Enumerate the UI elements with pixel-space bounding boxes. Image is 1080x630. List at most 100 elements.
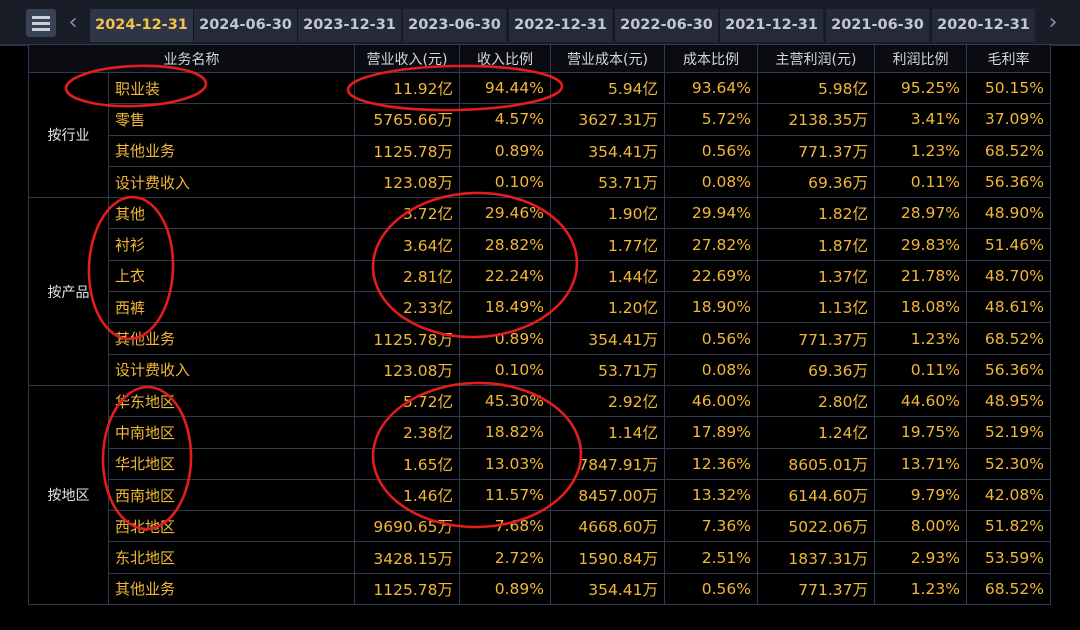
tab-period[interactable]: 2021-06-30 <box>825 9 929 42</box>
tab-period[interactable]: 2024-06-30 <box>193 9 297 42</box>
cell-cost-ratio: 18.90% <box>664 291 758 324</box>
cell-revenue-ratio: 0.89% <box>459 572 551 606</box>
table-row[interactable]: 按行业 职业装 11.92亿 94.44% 5.94亿 93.64% 5.98亿 95.25%… <box>28 71 1051 199</box>
cell-cost-ratio: 7.36% <box>664 510 758 543</box>
table-row[interactable]: 零售 5765.66万 4.57% 3627.31万 5.72% 2138.35万 3.41… <box>29 103 1051 136</box>
cell-business-name: 衬衫 <box>108 228 355 261</box>
cell-cost: 53.71万 <box>550 165 665 199</box>
cell-cost: 2.92亿 <box>550 384 665 418</box>
table-row[interactable]: 其他业务 1125.78万 0.89% 354.41万 0.56% 771.37万 1.23… <box>29 572 1051 606</box>
cell-cost-ratio: 5.72% <box>664 103 758 136</box>
cell-profit: 5.98亿 <box>757 71 875 105</box>
cell-gross-margin: 37.09% <box>966 103 1051 136</box>
cell-profit-ratio: 95.25% <box>874 71 967 105</box>
cell-profit-ratio: 44.60% <box>874 384 967 418</box>
cell-business-name: 职业装 <box>108 71 355 105</box>
cell-profit: 1.24亿 <box>757 416 875 449</box>
header-profit[interactable]: 主营利润(元) <box>757 44 875 73</box>
cell-profit: 771.37万 <box>757 572 875 606</box>
period-tab-bar: ‹ 2024-12-31 2024-06-30 2023-12-31 2023-06-… <box>0 0 1080 46</box>
cell-revenue: 2.81亿 <box>354 259 460 293</box>
cell-profit-ratio: 1.23% <box>874 322 967 355</box>
cell-gross-margin: 48.70% <box>966 259 1051 293</box>
cell-business-name: 华东地区 <box>108 384 355 418</box>
cell-business-name: 其他 <box>108 197 355 230</box>
cell-revenue: 5.72亿 <box>354 384 460 418</box>
table-row[interactable]: 东北地区 3428.15万 2.72% 1590.84万 2.51% 1837.31万 2.… <box>29 541 1051 574</box>
cell-profit: 6144.60万 <box>757 478 875 512</box>
cell-gross-margin: 56.36% <box>966 165 1051 199</box>
table-row[interactable]: 其他业务 1125.78万 0.89% 354.41万 0.56% 771.37万 1.23… <box>29 322 1051 355</box>
table-row[interactable]: 按地区 华东地区 5.72亿 45.30% 2.92亿 46.00% 2.80亿 44.60%… <box>28 384 1051 606</box>
cell-cost-ratio: 46.00% <box>664 384 758 418</box>
cell-revenue: 9690.65万 <box>354 510 460 543</box>
table-row[interactable]: 设计费收入 123.08万 0.10% 53.71万 0.08% 69.36万 0.11% 5… <box>29 165 1051 199</box>
tab-period[interactable]: 2024-12-31 <box>89 9 193 42</box>
tab-period[interactable]: 2021-12-31 <box>719 9 823 42</box>
header-revenue-ratio[interactable]: 收入比例 <box>459 44 551 73</box>
table-row[interactable]: 西南地区 1.46亿 11.57% 8457.00万 13.32% 6144.60万 9.7… <box>29 478 1051 512</box>
table-row[interactable]: 西裤 2.33亿 18.49% 1.20亿 18.90% 1.13亿 18.08% 48.61… <box>29 291 1051 324</box>
cell-revenue-ratio: 4.57% <box>459 103 551 136</box>
tab-period[interactable]: 2020-12-31 <box>931 9 1035 42</box>
header-revenue[interactable]: 营业收入(元) <box>354 44 460 73</box>
tab-period[interactable]: 2023-06-30 <box>402 9 506 42</box>
table-row[interactable]: 按产品 其他 3.72亿 29.46% 1.90亿 29.94% 1.82亿 28.97% 48… <box>28 197 1051 386</box>
table-row[interactable]: 其他业务 1125.78万 0.89% 354.41万 0.56% 771.37万 1.23… <box>29 134 1051 167</box>
cell-gross-margin: 68.52% <box>966 134 1051 167</box>
cell-revenue: 123.08万 <box>354 353 460 386</box>
hamburger-menu-icon[interactable] <box>26 9 56 37</box>
cell-revenue-ratio: 45.30% <box>459 384 551 418</box>
table-row[interactable]: 衬衫 3.64亿 28.82% 1.77亿 27.82% 1.87亿 29.83% 51.46… <box>29 228 1051 261</box>
cell-gross-margin: 48.61% <box>966 291 1051 324</box>
chevron-left-icon[interactable]: ‹ <box>68 10 78 35</box>
table-header-row: 业务名称 营业收入(元) 收入比例 营业成本(元) 成本比例 主营利润(元) 利… <box>28 44 1051 73</box>
cell-cost: 1.14亿 <box>550 416 665 449</box>
header-cost-ratio[interactable]: 成本比例 <box>664 44 758 73</box>
cell-profit-ratio: 13.71% <box>874 447 967 480</box>
cell-cost: 7847.91万 <box>550 447 665 480</box>
cell-revenue-ratio: 0.10% <box>459 165 551 199</box>
cell-revenue-ratio: 2.72% <box>459 541 551 574</box>
cell-cost: 1.90亿 <box>550 197 665 230</box>
cell-profit-ratio: 8.00% <box>874 510 967 543</box>
cell-business-name: 设计费收入 <box>108 353 355 386</box>
header-business-name[interactable]: 业务名称 <box>28 44 355 73</box>
cell-cost: 1590.84万 <box>550 541 665 574</box>
table-row[interactable]: 华北地区 1.65亿 13.03% 7847.91万 12.36% 8605.01万 13.… <box>29 447 1051 480</box>
header-gross-margin[interactable]: 毛利率 <box>966 44 1051 73</box>
cell-cost-ratio: 29.94% <box>664 197 758 230</box>
header-profit-ratio[interactable]: 利润比例 <box>874 44 967 73</box>
table-row[interactable]: 中南地区 2.38亿 18.82% 1.14亿 17.89% 1.24亿 19.75% 52.… <box>29 416 1051 449</box>
cell-profit-ratio: 0.11% <box>874 165 967 199</box>
tab-period[interactable]: 2023-12-31 <box>297 9 401 42</box>
header-cost[interactable]: 营业成本(元) <box>550 44 665 73</box>
cell-profit-ratio: 1.23% <box>874 134 967 167</box>
cell-business-name: 零售 <box>108 103 355 136</box>
cell-business-name: 西裤 <box>108 291 355 324</box>
cell-cost: 1.44亿 <box>550 259 665 293</box>
cell-gross-margin: 48.95% <box>966 384 1051 418</box>
cell-revenue-ratio: 13.03% <box>459 447 551 480</box>
cell-profit-ratio: 3.41% <box>874 103 967 136</box>
cell-business-name: 中南地区 <box>108 416 355 449</box>
group-label: 按地区 <box>28 384 109 606</box>
table-row[interactable]: 上衣 2.81亿 22.24% 1.44亿 22.69% 1.37亿 21.78% 48.70… <box>29 259 1051 293</box>
table-row[interactable]: 西北地区 9690.65万 7.68% 4668.60万 7.36% 5022.06万 8.… <box>29 510 1051 543</box>
cell-profit: 2138.35万 <box>757 103 875 136</box>
cell-cost: 1.20亿 <box>550 291 665 324</box>
cell-revenue-ratio: 0.89% <box>459 322 551 355</box>
cell-profit: 1837.31万 <box>757 541 875 574</box>
cell-revenue-ratio: 18.49% <box>459 291 551 324</box>
table-row[interactable]: 设计费收入 123.08万 0.10% 53.71万 0.08% 69.36万 0.11% 5… <box>29 353 1051 386</box>
cell-gross-margin: 42.08% <box>966 478 1051 512</box>
group-label: 按产品 <box>28 197 109 386</box>
cell-gross-margin: 52.19% <box>966 416 1051 449</box>
chevron-right-icon[interactable]: › <box>1048 10 1058 35</box>
cell-profit-ratio: 29.83% <box>874 228 967 261</box>
tab-period[interactable]: 2022-06-30 <box>614 9 718 42</box>
cell-revenue-ratio: 22.24% <box>459 259 551 293</box>
tab-period[interactable]: 2022-12-31 <box>508 9 612 42</box>
cell-cost: 354.41万 <box>550 572 665 606</box>
cell-revenue-ratio: 0.10% <box>459 353 551 386</box>
